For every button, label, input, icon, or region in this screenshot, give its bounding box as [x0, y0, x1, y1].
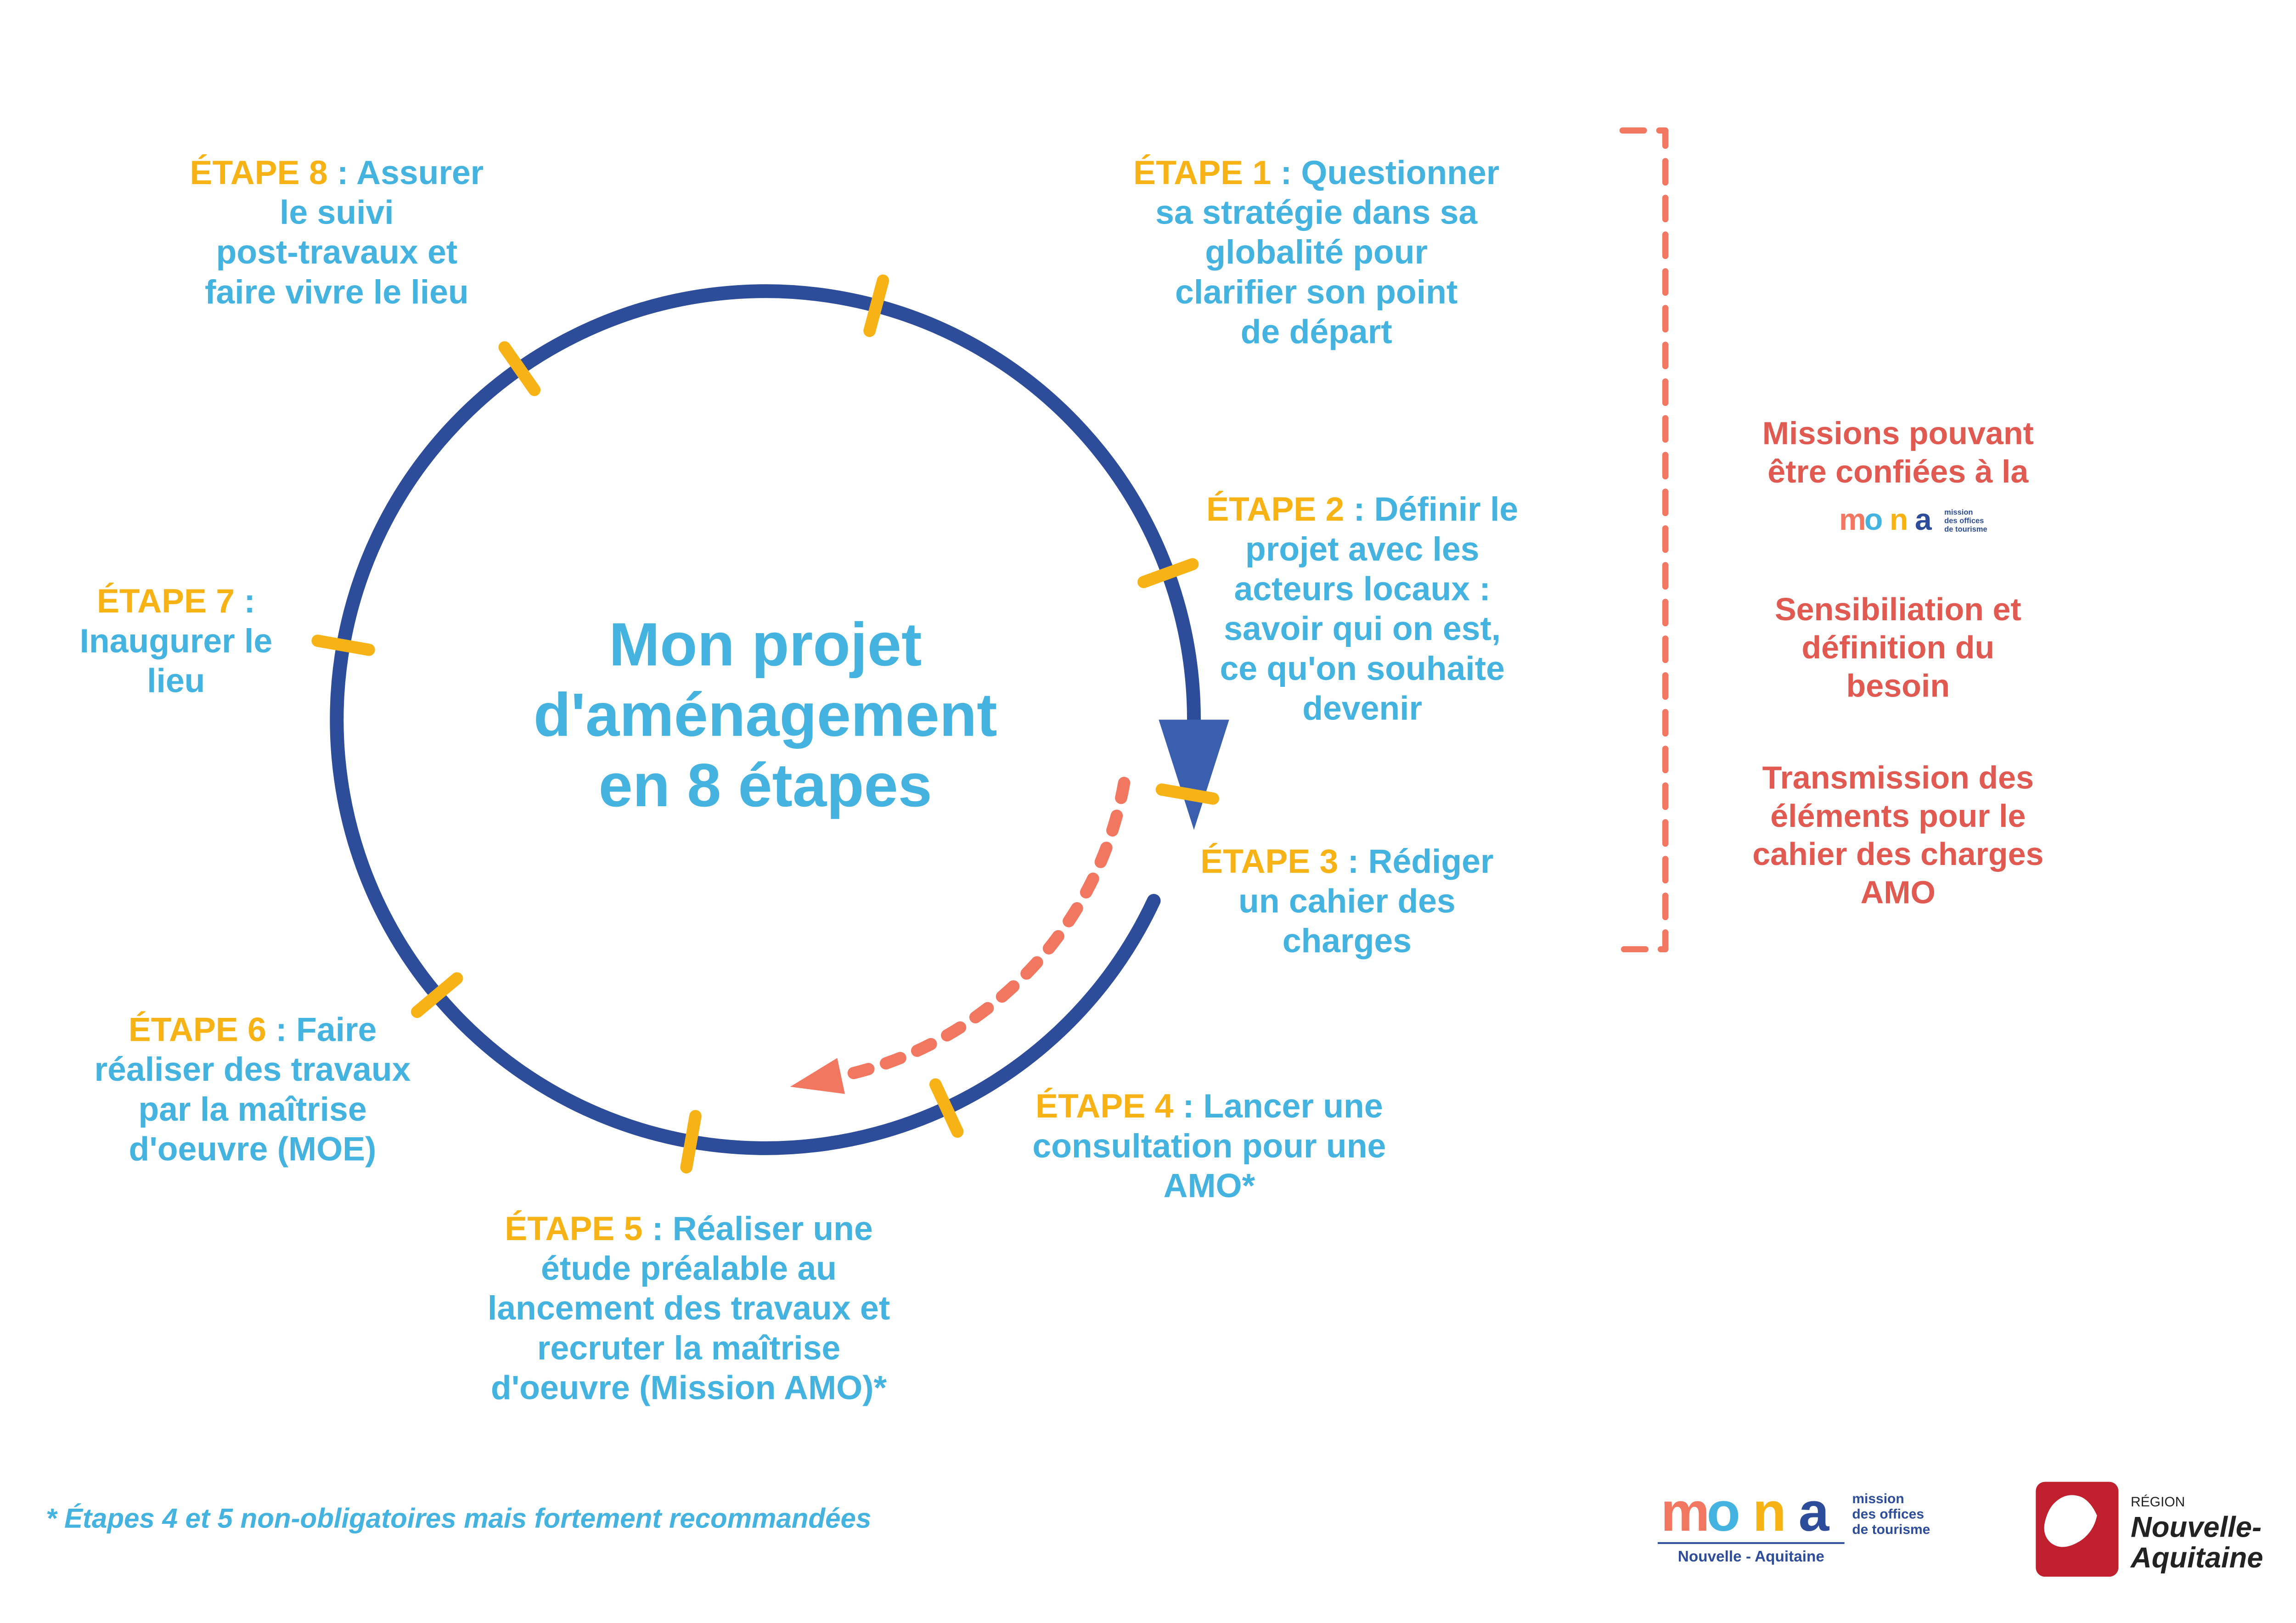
mona-letter-o: o	[1707, 1481, 1741, 1543]
step-2-line: devenir	[1302, 690, 1422, 727]
step-1-line: globalité pour	[1205, 233, 1428, 271]
step-4-line: ÉTAPE 4 : Lancer une	[1035, 1087, 1383, 1125]
step-1-line: clarifier son point	[1175, 273, 1458, 311]
mona-tagline: de tourisme	[1944, 525, 1987, 534]
sidebar-line: Transmission des	[1762, 760, 2034, 796]
mona-letter-m: m	[1661, 1481, 1711, 1543]
mona-subtext: Nouvelle - Aquitaine	[1678, 1548, 1824, 1565]
region-text-line: Nouvelle-	[2131, 1511, 2262, 1544]
mona-letter-m: m	[1839, 502, 1867, 536]
step-8-line: faire vivre le lieu	[205, 273, 469, 311]
step-2-line: ÉTAPE 2 : Définir le	[1206, 490, 1518, 528]
sidebar-line: Missions pouvant	[1762, 416, 2034, 451]
step-5-line: lancement des travaux et	[488, 1289, 890, 1327]
sidebar-line: définition du	[1801, 629, 1994, 665]
step-7-line: lieu	[147, 662, 205, 700]
sidebar-line: cahier des charges	[1752, 836, 2043, 872]
region-text-line: RÉGION	[2131, 1494, 2185, 1510]
mona-tagline: de tourisme	[1852, 1522, 1930, 1537]
mona-letter-a: a	[1799, 1481, 1830, 1543]
step-8-line: post-travaux et	[216, 233, 458, 271]
sidebar-line: Sensibiliation et	[1775, 591, 2021, 627]
step-2-line: acteurs locaux :	[1234, 570, 1490, 608]
center-title-line: Mon projet	[609, 610, 922, 679]
mona-tagline: des offices	[1852, 1507, 1924, 1522]
mona-tagline: mission	[1944, 508, 1973, 517]
region-text-line: Aquitaine	[2130, 1542, 2263, 1574]
step-1-line: de départ	[1241, 313, 1392, 351]
mona-letter-a: a	[1915, 502, 1932, 536]
center-title-line: en 8 étapes	[599, 751, 932, 820]
step-1-line: ÉTAPE 1 : Questionner	[1133, 154, 1499, 191]
step-7-line: Inaugurer le	[79, 622, 272, 660]
step-7-line: ÉTAPE 7 :	[97, 582, 255, 620]
step-6-line: réaliser des travaux	[95, 1050, 411, 1088]
step-3-line: un cahier des	[1238, 882, 1456, 920]
step-2-line: projet avec les	[1245, 530, 1480, 568]
step-2-line: ce qu'on souhaite	[1220, 650, 1504, 687]
mona-letter-n: n	[1753, 1481, 1787, 1543]
mona-letter-n: n	[1890, 502, 1908, 536]
step-6-line: par la maîtrise	[138, 1090, 366, 1128]
mona-letter-o: o	[1864, 502, 1883, 536]
step-3-line: ÉTAPE 3 : Rédiger	[1200, 842, 1493, 880]
footnote: * Étapes 4 et 5 non-obligatoires mais fo…	[46, 1503, 871, 1534]
step-2-line: savoir qui on est,	[1224, 610, 1501, 647]
mona-tagline: mission	[1852, 1491, 1904, 1506]
step-5-line: ÉTAPE 5 : Réaliser une	[505, 1210, 872, 1247]
center-title-line: d'aménagement	[534, 681, 997, 749]
sidebar-line: éléments pour le	[1770, 798, 2026, 834]
step-6-line: d'oeuvre (MOE)	[129, 1130, 377, 1168]
sidebar-line: AMO	[1861, 875, 1936, 910]
step-5-line: recruter la maîtrise	[537, 1329, 840, 1367]
step-8-line: ÉTAPE 8 : Assurer	[190, 154, 484, 191]
step-5-line: d'oeuvre (Mission AMO)*	[491, 1369, 887, 1407]
step-6-line: ÉTAPE 6 : Faire	[129, 1011, 377, 1048]
sidebar-line: être confiées à la	[1767, 454, 2029, 489]
sidebar-line: besoin	[1846, 668, 1950, 704]
step-4-line: AMO*	[1164, 1167, 1255, 1204]
step-5-line: étude préalable au	[541, 1250, 837, 1287]
step-8-line: le suivi	[280, 194, 394, 231]
mona-tagline: des offices	[1944, 517, 1984, 525]
step-3-line: charges	[1283, 922, 1412, 960]
step-5: ÉTAPE 5 : Réaliser uneétude préalable au…	[488, 1210, 890, 1407]
step-4-line: consultation pour une	[1032, 1127, 1386, 1165]
step-1-line: sa stratégie dans sa	[1155, 194, 1478, 231]
